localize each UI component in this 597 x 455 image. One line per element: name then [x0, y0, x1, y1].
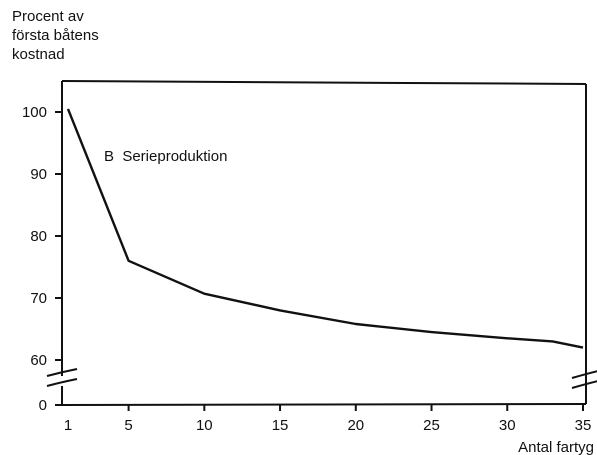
y-axis-title-line-2: första båtens — [12, 27, 99, 44]
series-annotation: B Serieproduktion — [104, 148, 227, 165]
x-tick-label: 35 — [575, 417, 592, 434]
x-axis-title: Antal fartyg — [518, 439, 594, 455]
x-tick-label: 10 — [196, 417, 213, 434]
axis-break-right — [571, 370, 597, 389]
y-tick-label: 90 — [30, 166, 47, 183]
plot-frame-top — [61, 80, 587, 85]
y-tick-label: 60 — [30, 352, 47, 369]
x-tick-label: 25 — [423, 417, 440, 434]
x-tick-label: 20 — [347, 417, 364, 434]
y-tick-label: 100 — [22, 104, 47, 121]
x-tick-label: 1 — [64, 417, 72, 434]
x-tick-label: 30 — [499, 417, 516, 434]
x-tick-label: 15 — [272, 417, 289, 434]
y-tick-label: 80 — [30, 228, 47, 245]
axis-break-left — [46, 368, 78, 387]
y-axis-title-line-3: kostnad — [12, 46, 65, 63]
y-tick-label: 70 — [30, 290, 47, 307]
x-ticks: 1 5 10 15 20 25 30 35 — [64, 404, 592, 434]
y-ticks: 60 70 80 90 100 — [22, 104, 62, 369]
y-tick-label-zero: 0 — [39, 397, 47, 414]
x-axis — [61, 403, 587, 406]
series-line — [66, 108, 584, 349]
x-tick-label: 5 — [124, 417, 132, 434]
y-axis-title-line-1: Procent av — [12, 8, 84, 25]
